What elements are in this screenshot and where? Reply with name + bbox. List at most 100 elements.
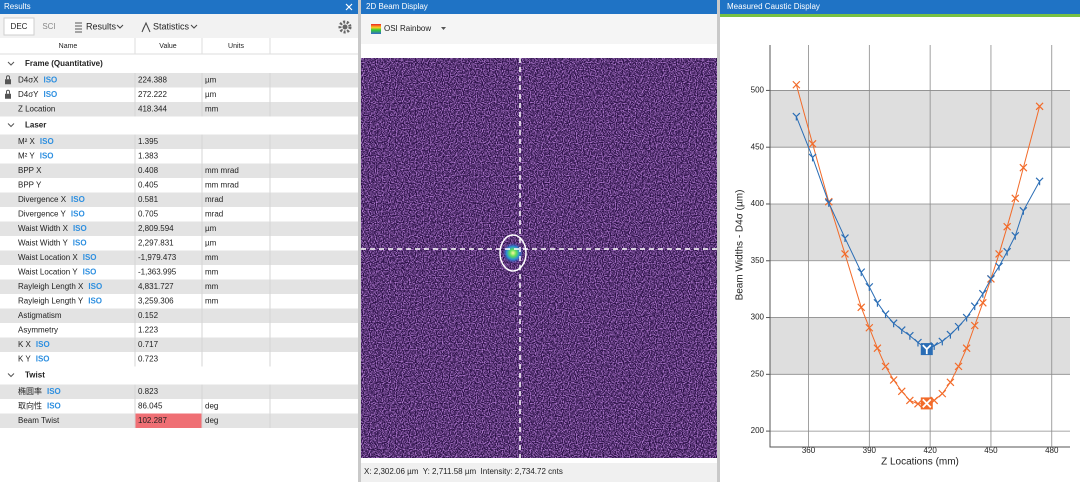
- row-name-text: D4σX: [18, 75, 39, 84]
- table-row: [0, 102, 358, 117]
- table-row: [0, 337, 358, 352]
- beam-spot: [502, 242, 524, 264]
- data-point: [792, 80, 801, 89]
- table-row: [0, 279, 358, 294]
- y-tick-label: 400: [751, 199, 765, 208]
- data-point: [987, 275, 995, 283]
- dec-label[interactable]: DEC: [11, 22, 28, 31]
- iso-tag: ISO: [73, 238, 87, 247]
- row-value: 0.823: [138, 387, 159, 396]
- section-chevron: [7, 373, 15, 378]
- settings-button[interactable]: [338, 20, 352, 34]
- cell-divider: [134, 102, 271, 117]
- y-tick-label: 200: [751, 426, 765, 435]
- table-row: [0, 236, 358, 251]
- toolbar: [0, 14, 358, 38]
- cell-divider: [134, 308, 271, 323]
- dec-button[interactable]: [3, 17, 35, 36]
- table-row: [0, 308, 358, 323]
- row-name: Waist Location X ISO: [18, 253, 97, 262]
- data-point: [930, 396, 939, 405]
- column-header-label: Value: [159, 43, 176, 50]
- row-name: Waist Width X ISO: [18, 224, 87, 233]
- row-value: 0.581: [138, 195, 159, 204]
- close-button[interactable]: [345, 3, 353, 11]
- table-row: [0, 192, 358, 207]
- row-name-text: Waist Width Y: [18, 238, 68, 247]
- toolbar: [361, 14, 717, 44]
- row-name-text: Z Location: [18, 104, 55, 113]
- data-point: [954, 322, 963, 331]
- data-point: [914, 399, 922, 408]
- iso-tag: ISO: [71, 195, 85, 204]
- data-point: [897, 326, 906, 335]
- row-value: 224.388: [138, 75, 167, 84]
- statistics-menu[interactable]: Statistics: [153, 21, 190, 31]
- panel-header: [720, 0, 1080, 14]
- cell-divider: [134, 221, 271, 236]
- row-name-text: Rayleigh Length Y: [18, 296, 84, 305]
- iso-tag: ISO: [36, 354, 50, 363]
- x-tick-label: 450: [984, 446, 998, 455]
- iso-tag: ISO: [36, 340, 50, 349]
- results-menu[interactable]: Results: [86, 21, 117, 31]
- data-point: [1011, 231, 1020, 240]
- data-point: [889, 376, 898, 384]
- row-units: mm: [205, 253, 219, 262]
- data-point: [1035, 177, 1044, 186]
- data-point: [865, 323, 874, 332]
- row-units: mm mrad: [205, 180, 239, 189]
- sci-label[interactable]: SCI: [42, 22, 55, 31]
- row-units: deg: [205, 416, 218, 425]
- section-title: Laser: [25, 121, 46, 130]
- section-title: Twist: [25, 371, 45, 380]
- row-units: µm: [205, 90, 217, 99]
- y-tick-label: 350: [751, 256, 765, 265]
- row-value: 0.408: [138, 166, 159, 175]
- palette-select[interactable]: OSI Rainbow: [384, 24, 431, 33]
- row-name: K Y ISO: [18, 354, 50, 363]
- data-point: [1019, 163, 1028, 172]
- axis-frame: [769, 45, 1070, 448]
- cell-divider: [134, 413, 271, 428]
- cell-divider: [134, 163, 271, 178]
- row-name: BPP Y: [18, 180, 42, 189]
- data-point: [881, 310, 890, 319]
- grid-band: [770, 317, 1070, 375]
- row-value: 418.344: [138, 104, 167, 113]
- row-name: Divergence X ISO: [18, 195, 85, 204]
- table-row: [0, 323, 358, 338]
- data-point: [865, 282, 874, 291]
- lock-shackle: [6, 75, 10, 80]
- iso-tag: ISO: [88, 282, 102, 291]
- row-name: Rayleigh Length X ISO: [18, 282, 102, 291]
- x-tick-label: 420: [923, 446, 937, 455]
- cell-divider: [134, 265, 271, 280]
- data-point: [808, 153, 817, 162]
- section-chevron: [7, 61, 15, 66]
- row-name-text: Waist Location Y: [18, 267, 78, 276]
- splitter: [717, 0, 720, 482]
- row-name-text: K X: [18, 340, 32, 349]
- dropdown-arrow: [190, 24, 198, 29]
- table-row: [0, 384, 358, 399]
- table-row: [0, 207, 358, 222]
- data-point: [881, 362, 890, 371]
- data-point: [995, 250, 1003, 258]
- section-chevron: [7, 123, 15, 128]
- x-tick-label: 480: [1045, 446, 1059, 455]
- table-row: [0, 149, 358, 164]
- table-row: [0, 265, 358, 280]
- panel-header: [0, 0, 358, 14]
- data-point: [905, 396, 914, 405]
- row-units: mrad: [205, 195, 223, 204]
- status-text: X: 2,302.06 µm Y: 2,711.58 µm Intensity:…: [364, 467, 563, 476]
- beam-ellipse: [499, 234, 527, 272]
- statistics-icon: [141, 21, 151, 33]
- grid-band: [770, 90, 1070, 148]
- row-value: 3,259.306: [138, 296, 174, 305]
- table-row: [0, 87, 358, 102]
- row-name-text: Waist Width X: [18, 224, 69, 233]
- row-name: Waist Width Y ISO: [18, 238, 87, 247]
- row-units: mm: [205, 267, 219, 276]
